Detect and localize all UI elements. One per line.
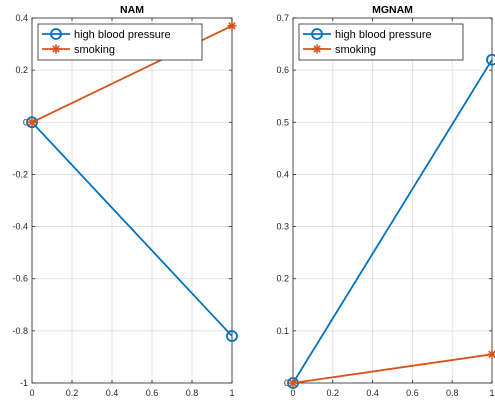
- y-tick-label: -0.6: [12, 274, 28, 284]
- data-point-circle: [26, 116, 38, 129]
- chart-panel-1: 0 0.2 0.4 0.6 0.8 1 0 0.1 0.2 0.3 0.4 0.5 0.6 0.7 MGNA…: [276, 4, 495, 398]
- y-tick-label: 0: [23, 117, 28, 127]
- x-tick-label: 0.2: [66, 388, 79, 398]
- data-point-asterisk: [487, 349, 495, 359]
- data-point-asterisk: [288, 378, 298, 388]
- legend-marker-circle: [50, 28, 62, 40]
- legend-box: [298, 23, 464, 61]
- axes-box: [292, 17, 493, 384]
- y-tick-label: 0.4: [15, 13, 28, 23]
- chart-panel-0: 0 0.2 0.4 0.6 0.8 1 -1 -0.8 -0.6 -0.4 -0.2 0 0.2 0.4 N…: [12, 4, 238, 398]
- legend-marker-circle: [311, 28, 323, 40]
- y-tick-label: 0.2: [15, 65, 28, 75]
- legend-label: smoking: [335, 44, 376, 56]
- asterisk-stroke: [52, 45, 60, 53]
- y-tick-label: -0.8: [12, 326, 28, 336]
- legend-label: high blood pressure: [74, 29, 171, 41]
- legend-label: smoking: [74, 44, 115, 56]
- x-tick-label: 0.4: [106, 388, 119, 398]
- series-line-1: [292, 353, 493, 384]
- x-tick-label: 1: [489, 388, 494, 398]
- y-tick-label: 0.7: [276, 13, 289, 23]
- data-point-circle: [486, 53, 495, 66]
- y-tick-label: 0: [284, 378, 289, 388]
- y-tick-label: 0.3: [276, 222, 289, 232]
- asterisk-stroke: [228, 22, 236, 30]
- chart-title: NAM: [120, 4, 144, 16]
- x-tick-label: 0.6: [146, 388, 159, 398]
- y-tick-label: 0.2: [276, 274, 289, 284]
- legend-marker-asterisk: [51, 44, 61, 54]
- asterisk-stroke: [289, 379, 297, 387]
- legend-label: high blood pressure: [335, 29, 432, 41]
- data-point-asterisk: [227, 21, 237, 31]
- y-tick-label: -1: [20, 378, 28, 388]
- y-tick-label: 0.6: [276, 65, 289, 75]
- y-tick-label: -0.4: [12, 222, 28, 232]
- legend-marker-asterisk: [312, 44, 322, 54]
- x-tick-label: 0: [290, 388, 295, 398]
- legend-box: [37, 23, 203, 61]
- y-tick-label: 0.4: [276, 169, 289, 179]
- y-tick-label: 0.5: [276, 117, 289, 127]
- data-point-circle: [226, 330, 238, 342]
- x-tick-label: 0.6: [406, 388, 419, 398]
- y-tick-label: -0.2: [12, 169, 28, 179]
- data-point-asterisk: [27, 117, 37, 127]
- series-line-0: [292, 59, 493, 384]
- x-tick-label: 0.4: [366, 388, 379, 398]
- asterisk-stroke: [313, 45, 321, 53]
- x-tick-label: 1: [229, 388, 234, 398]
- axes-box: [31, 17, 233, 384]
- x-tick-label: 0: [29, 388, 34, 398]
- x-tick-label: 0.8: [186, 388, 199, 398]
- asterisk-stroke: [28, 118, 36, 127]
- x-tick-label: 0.8: [446, 388, 459, 398]
- series-line-0: [31, 121, 233, 337]
- x-tick-label: 0.2: [327, 388, 340, 398]
- asterisk-stroke: [488, 350, 495, 359]
- chart-title: MGNAM: [372, 4, 413, 16]
- y-tick-label: 0.1: [276, 326, 289, 336]
